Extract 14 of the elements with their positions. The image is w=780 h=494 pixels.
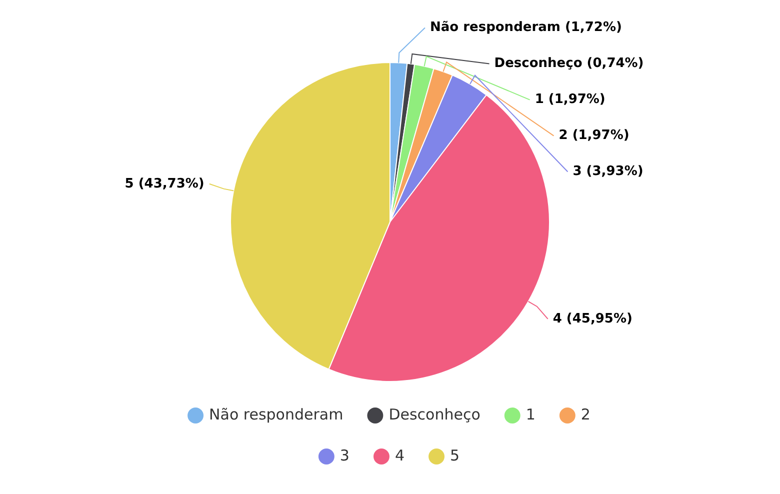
data-label: Não responderam (1,72%) bbox=[430, 20, 622, 36]
data-label: 5 (43,73%) bbox=[124, 176, 204, 192]
legend-label: Não responderam bbox=[209, 405, 344, 424]
legend-label: 2 bbox=[580, 405, 590, 424]
data-label: 3 (3,93%) bbox=[572, 164, 644, 180]
legend-label: 3 bbox=[340, 446, 350, 464]
legend-label: 4 bbox=[394, 446, 405, 464]
legend-label: 1 bbox=[526, 405, 536, 424]
data-label: 1 (1,97%) bbox=[534, 92, 606, 108]
data-label: 2 (1,97%) bbox=[558, 128, 630, 144]
data-label: Desconheço (0,74%) bbox=[494, 56, 644, 72]
legend-label: Desconheço bbox=[388, 405, 480, 424]
legend-label: 5 bbox=[450, 446, 460, 464]
data-label: 4 (45,95%) bbox=[552, 311, 632, 326]
